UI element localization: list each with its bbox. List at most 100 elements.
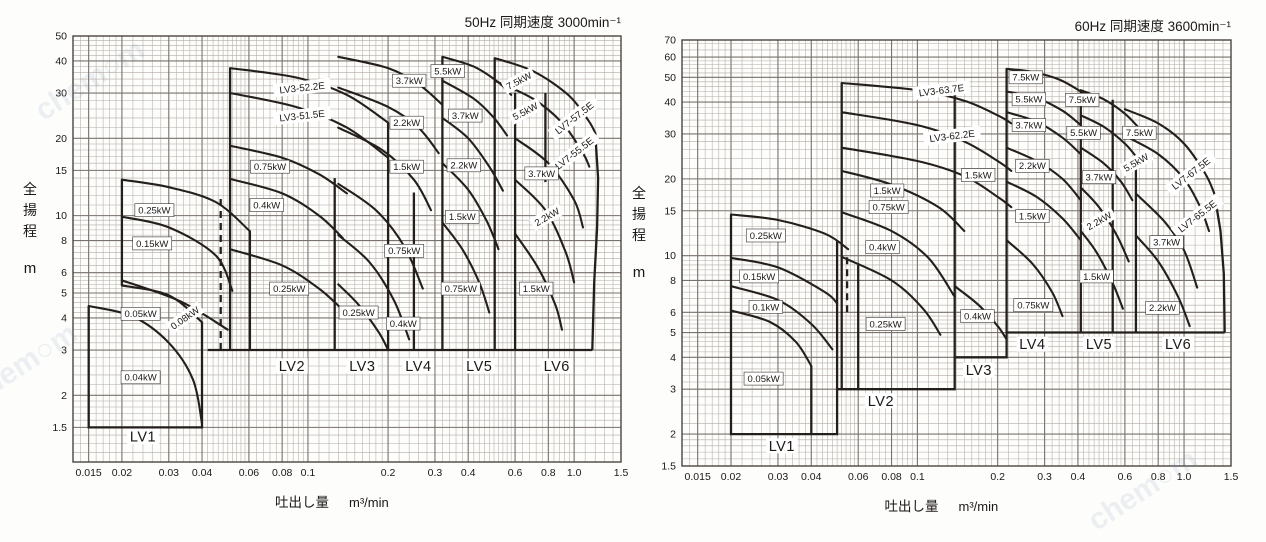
label-7.5kW: 7.5kW (1008, 70, 1043, 85)
band-label-LV2: LV2 (276, 358, 308, 375)
y-tick-label: 50 (55, 31, 67, 43)
svg-text:7.5kW: 7.5kW (1069, 95, 1096, 106)
label-0.75kW: 0.75kW (440, 281, 481, 296)
label-0.75kW: 0.75kW (1013, 298, 1054, 313)
label-0.4kW: 0.4kW (386, 316, 421, 331)
curve-2.2kW (1005, 146, 1082, 202)
svg-text:LV3-52.2E: LV3-52.2E (279, 81, 326, 97)
svg-text:5.5kW: 5.5kW (1070, 128, 1097, 139)
y-tick-label: 5 (61, 288, 67, 300)
y-tick-label: 40 (664, 97, 676, 109)
series-boundaries (729, 68, 1226, 436)
y-tick-label: 1.5 (661, 461, 676, 473)
y-tick-label: 8 (61, 235, 67, 247)
svg-text:0.15kW: 0.15kW (743, 272, 775, 283)
band-label-LV1: LV1 (127, 429, 159, 446)
x-tick-label: 0.015 (76, 467, 102, 479)
y-tick-label: 30 (55, 88, 67, 100)
boundary-line (87, 306, 204, 429)
y-tick-label: 6 (61, 267, 67, 279)
label-LV3-51.5E: LV3-51.5E (272, 105, 332, 126)
label-0.25kW: 0.25kW (745, 228, 786, 243)
svg-text:0.75kW: 0.75kW (872, 203, 904, 214)
label-3.7kW: 3.7kW (524, 166, 559, 181)
svg-text:0.1kW: 0.1kW (752, 302, 779, 313)
band-label-LV5: LV5 (463, 358, 496, 375)
label-7.5kW: 7.5kW (1065, 93, 1100, 107)
boundary-line (591, 132, 600, 351)
band-label-LV3: LV3 (962, 362, 995, 379)
x-tick-label: 0.2 (381, 467, 396, 479)
band-label-LV6: LV6 (1162, 336, 1194, 353)
watermark: chem○m (29, 33, 150, 128)
y-tick-label: 1.5 (52, 422, 67, 434)
curve-2.2kW (514, 178, 576, 284)
x-tick-label: 0.3 (428, 467, 443, 479)
svg-text:LV6: LV6 (544, 359, 570, 375)
label-0.1kW: 0.1kW (748, 300, 783, 314)
x-tick-label: 0.015 (685, 471, 711, 483)
svg-text:0.15kW: 0.15kW (136, 239, 168, 250)
label-1.5kW: 1.5kW (389, 159, 424, 174)
label-5.5kW: 5.5kW (430, 64, 465, 78)
svg-text:1.5kW: 1.5kW (449, 212, 476, 223)
svg-text:2.2kW: 2.2kW (393, 118, 420, 129)
chart-50hz: 0.015 0.02 0.03 0.04 0.06 0.08 0.1 0.2 0.3 0.4 0.6… (23, 15, 628, 510)
svg-text:1.5kW: 1.5kW (1083, 272, 1110, 283)
tick-labels: 0.015 0.02 0.03 0.04 0.06 0.08 0.1 0.2 0.3 0.4 0.6… (661, 35, 1238, 484)
label-2.2kW: 2.2kW (1145, 300, 1180, 315)
y-tick-label: 50 (664, 72, 676, 84)
svg-text:2.2kW: 2.2kW (450, 161, 477, 172)
svg-text:0.25kW: 0.25kW (273, 284, 305, 295)
label-0.4kW: 0.4kW (249, 198, 284, 212)
curve-0.75kW (337, 182, 424, 290)
y-tick-label: 2 (670, 429, 676, 441)
y-tick-label: 15 (664, 205, 676, 217)
svg-text:5.5kW: 5.5kW (1015, 95, 1042, 106)
svg-text:0.75kW: 0.75kW (388, 246, 420, 257)
band-label-LV1: LV1 (765, 438, 798, 455)
label-0.25kW: 0.25kW (134, 203, 175, 217)
label-1.5kW: 1.5kW (1079, 269, 1114, 284)
svg-text:程: 程 (632, 227, 646, 243)
svg-text:1.5kW: 1.5kW (393, 162, 420, 173)
label-LV3-62.2E: LV3-62.2E (922, 125, 982, 146)
label-0.05kW: 0.05kW (743, 371, 784, 386)
x-tick-label: 1.5 (614, 467, 629, 479)
curve-1.5kW (1079, 229, 1124, 310)
y-tick-label: 10 (55, 210, 67, 222)
y-tick-label: 60 (664, 52, 676, 64)
svg-text:0.25kW: 0.25kW (138, 206, 170, 217)
label-0.15kW: 0.15kW (132, 236, 173, 251)
x-tick-label: 1.5 (1224, 471, 1239, 483)
svg-text:0.4kW: 0.4kW (253, 200, 280, 211)
label-0.4kW: 0.4kW (960, 309, 995, 323)
svg-text:0.75kW: 0.75kW (445, 284, 477, 295)
x-tick-label: 0.04 (192, 467, 213, 479)
band-label-LV2: LV2 (865, 393, 897, 410)
chart-60hz: 0.015 0.02 0.03 0.04 0.06 0.08 0.1 0.2 0.3 0.4 0.6… (632, 19, 1238, 514)
svg-text:LV1: LV1 (130, 430, 156, 446)
x-tick-label: 0.08 (881, 471, 902, 483)
svg-text:1.5kW: 1.5kW (1019, 212, 1046, 223)
svg-text:m: m (24, 260, 37, 277)
x-tick-label: 0.8 (541, 467, 556, 479)
svg-text:3.7kW: 3.7kW (1153, 238, 1180, 249)
x-axis-unit: m³/min (959, 499, 999, 514)
svg-text:LV6: LV6 (1165, 337, 1191, 353)
svg-text:7.5kW: 7.5kW (1012, 73, 1039, 84)
svg-text:1.5kW: 1.5kW (965, 171, 992, 182)
svg-text:0.4kW: 0.4kW (390, 319, 417, 330)
svg-text:LV3: LV3 (349, 359, 375, 375)
svg-text:m: m (633, 264, 646, 281)
svg-text:0.04kW: 0.04kW (124, 373, 156, 384)
curve-0.05kW (729, 309, 813, 367)
band-label-LV4: LV4 (402, 358, 435, 375)
y-tick-label: 5 (670, 327, 676, 339)
series-band-labels: LV1 LV2 LV3 LV4 LV5 LV6 (127, 358, 573, 446)
label-0.4kW: 0.4kW (865, 240, 900, 254)
curve-0.4kW (229, 177, 344, 239)
y-axis-label: 全揚程 m (632, 185, 646, 281)
grid (681, 39, 1232, 467)
